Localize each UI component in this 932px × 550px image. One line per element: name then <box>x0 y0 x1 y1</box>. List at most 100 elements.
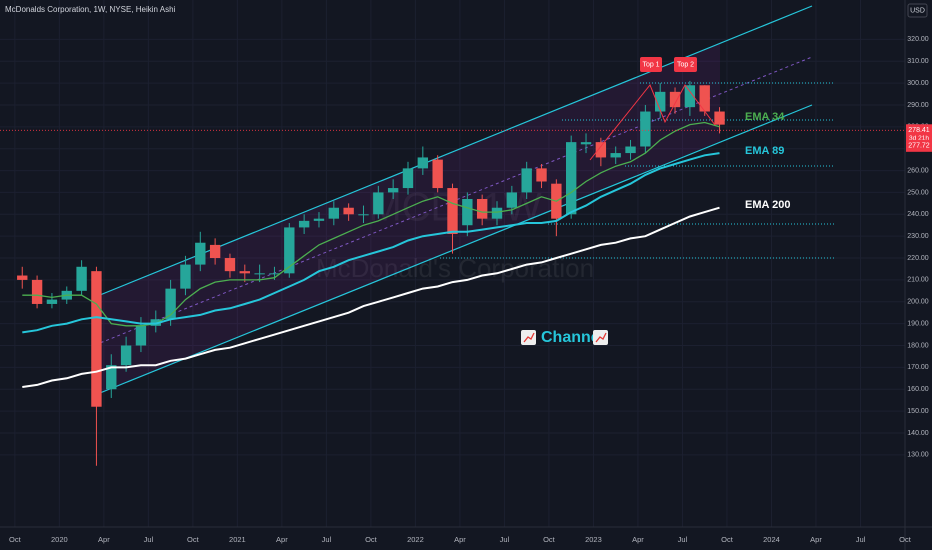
candle-body <box>417 157 429 169</box>
candle-body <box>640 111 651 147</box>
y-tick-label: 200.00 <box>907 299 929 306</box>
ema-label: EMA 34 <box>745 111 785 123</box>
plot <box>17 80 725 466</box>
candle-body <box>610 153 621 158</box>
candle-body <box>476 198 488 219</box>
candle-body <box>625 146 636 154</box>
y-tick-label: 150.00 <box>907 408 929 415</box>
currency-box <box>907 3 928 18</box>
y-tick-label: 190.00 <box>907 320 929 327</box>
candle-body <box>46 299 58 304</box>
top1-box <box>640 57 662 72</box>
y-tick-label: 220.00 <box>907 255 929 262</box>
candle-body <box>402 168 414 189</box>
channel-lower <box>94 104 813 396</box>
x-tick-label: Oct <box>9 535 22 544</box>
candle-body <box>462 198 473 226</box>
y-tick-label: 180.00 <box>907 342 929 349</box>
icon-line <box>595 332 607 343</box>
y-tick-label: 140.00 <box>907 430 929 437</box>
candle-body <box>120 345 132 366</box>
x-tick-label: Jul <box>678 535 688 544</box>
y-tick-label: 310.00 <box>907 58 929 65</box>
candle-body <box>165 288 176 320</box>
y-tick-label: 130.00 <box>907 452 929 459</box>
candle-body <box>684 85 696 108</box>
candle-body <box>328 207 340 219</box>
x-tick-label: Oct <box>721 535 734 544</box>
candle-body <box>595 142 607 158</box>
x-tick-label: Apr <box>98 535 110 544</box>
candle-body <box>536 168 547 182</box>
pattern-line <box>589 84 716 161</box>
x-tick-label: Jul <box>144 535 154 544</box>
x-tick-label: Oct <box>365 535 378 544</box>
x-tick-label: Apr <box>632 535 644 544</box>
candle-body <box>298 220 310 228</box>
candle-body <box>565 142 577 215</box>
y-tick-label: 230.00 <box>907 233 929 240</box>
top2-label: Top 2 <box>677 61 694 68</box>
countdown: 3d 21h <box>909 135 929 142</box>
candle-body <box>106 365 117 390</box>
candle-body <box>387 188 399 193</box>
y-tick-label: 160.00 <box>907 386 929 393</box>
levels <box>440 82 835 259</box>
candle-body <box>195 242 206 265</box>
ema-line <box>22 152 720 334</box>
ema-line <box>22 206 720 388</box>
price-box <box>906 124 932 145</box>
candle-body <box>521 168 532 193</box>
x-tick-label: Jul <box>500 535 510 544</box>
candle-body <box>699 85 710 112</box>
candle-body <box>669 91 681 108</box>
x-tick-label: Apr <box>454 535 466 544</box>
y-tick-label: 300.00 <box>907 80 929 87</box>
candle-body <box>150 319 161 326</box>
candle-body <box>714 111 725 125</box>
candle-body <box>284 227 295 274</box>
candle-body <box>358 214 369 216</box>
x-tick-label: 2021 <box>229 535 246 544</box>
ema-label: EMA 200 <box>745 199 790 211</box>
channel-label: Channel <box>541 329 604 346</box>
candle-body <box>506 192 518 208</box>
x-tick-label: 2022 <box>407 535 424 544</box>
y-tick-label: 170.00 <box>907 364 929 371</box>
x-tick-label: Apr <box>810 535 822 544</box>
x-tick-label: Oct <box>187 535 200 544</box>
candle-body <box>373 192 384 215</box>
y-tick-label: 250.00 <box>907 189 929 196</box>
candle-body <box>254 273 265 275</box>
y-tick-label: 320.00 <box>907 36 929 43</box>
prev-price: 277.72 <box>908 143 930 150</box>
x-tick-label: Jul <box>856 535 866 544</box>
x-tick-label: Oct <box>899 535 912 544</box>
top1-label: Top 1 <box>642 61 659 68</box>
candle-body <box>269 273 280 275</box>
y-tick-label: 260.00 <box>907 167 929 174</box>
candle-body <box>135 325 147 346</box>
price-box <box>906 139 932 152</box>
candle-body <box>17 275 28 280</box>
candle-body <box>180 264 191 289</box>
candle-body <box>447 188 458 234</box>
candle-body <box>655 91 666 112</box>
chart-title: McDonalds Corporation, 1W, NYSE, Heikin … <box>5 5 176 14</box>
candle-body <box>491 207 503 219</box>
candle-body <box>31 279 43 304</box>
icon-line <box>523 332 535 343</box>
candle-body <box>313 218 325 221</box>
y-tick-label: 290.00 <box>907 102 929 109</box>
y-tick-label: 240.00 <box>907 211 929 218</box>
candle-body <box>343 207 354 215</box>
x-tick-label: Apr <box>276 535 288 544</box>
x-tick-label: Oct <box>543 535 556 544</box>
top2-box <box>674 57 697 72</box>
candle-body <box>224 258 236 272</box>
x-tick-label: 2024 <box>763 535 780 544</box>
candle-body <box>432 159 443 189</box>
